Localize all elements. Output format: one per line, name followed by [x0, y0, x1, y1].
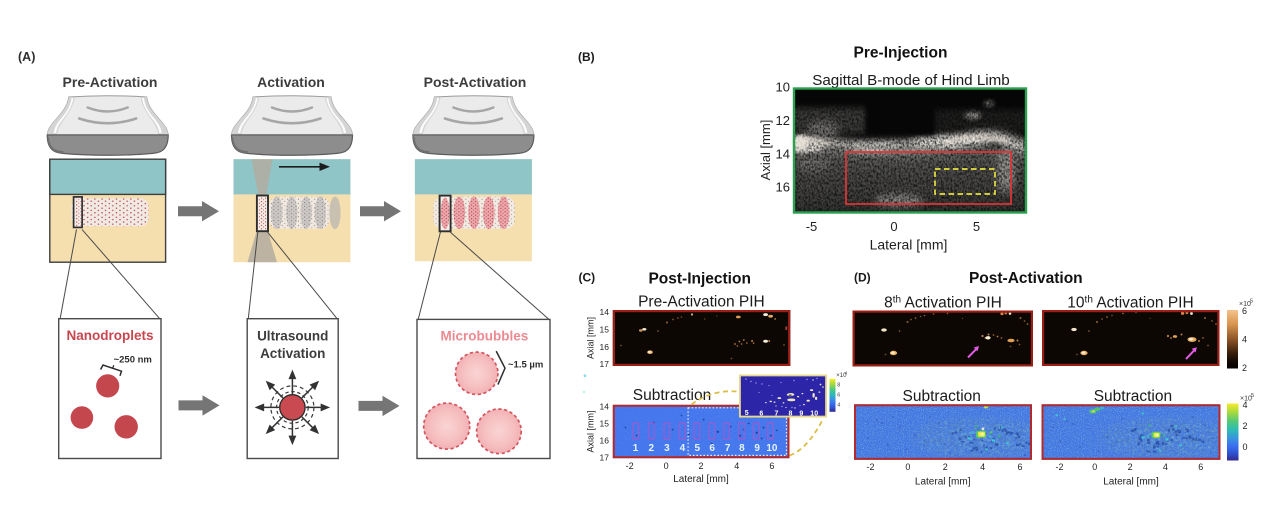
svg-text:6: 6	[1198, 462, 1203, 472]
svg-text:6: 6	[1017, 462, 1022, 472]
svg-text:Subtraction: Subtraction	[902, 388, 980, 405]
svg-text:(C): (C)	[579, 271, 596, 285]
svg-text:10: 10	[776, 80, 790, 95]
svg-text:4: 4	[980, 462, 985, 472]
svg-text:9: 9	[754, 443, 760, 454]
svg-text:4: 4	[1242, 335, 1247, 345]
svg-text:-5: -5	[806, 219, 818, 234]
svg-text:4: 4	[1163, 462, 1168, 472]
svg-text:(A): (A)	[18, 50, 35, 64]
svg-text:~1.5 µm: ~1.5 µm	[508, 359, 543, 370]
svg-text:17: 17	[600, 359, 610, 369]
svg-text:Axial [mm]: Axial [mm]	[758, 120, 773, 181]
svg-text:Lateral [mm]: Lateral [mm]	[673, 474, 729, 485]
svg-text:6: 6	[709, 443, 715, 454]
svg-text:16: 16	[600, 342, 610, 352]
svg-text:2: 2	[1242, 363, 1247, 373]
svg-text:2: 2	[1128, 462, 1133, 472]
svg-text:7: 7	[774, 410, 778, 417]
svg-text:4: 4	[845, 370, 848, 375]
svg-text:10: 10	[766, 443, 778, 454]
svg-text:-2: -2	[626, 461, 634, 471]
svg-text:Pre-Injection: Pre-Injection	[854, 45, 948, 62]
svg-text:2: 2	[698, 461, 703, 471]
svg-text:14: 14	[600, 307, 610, 317]
svg-text:1: 1	[633, 443, 639, 454]
svg-text:4: 4	[837, 403, 840, 409]
svg-text:0: 0	[890, 219, 897, 234]
svg-text:Axial [mm]: Axial [mm]	[586, 410, 596, 452]
svg-text:10: 10	[810, 410, 818, 417]
svg-text:4: 4	[1243, 400, 1248, 410]
svg-text:Post-Activation: Post-Activation	[424, 74, 527, 90]
svg-text:12: 12	[776, 113, 790, 128]
svg-text:2: 2	[943, 462, 948, 472]
svg-text:9: 9	[799, 410, 803, 417]
svg-text:Pre-Activation: Pre-Activation	[63, 74, 158, 90]
svg-text:Lateral [mm]: Lateral [mm]	[915, 477, 971, 488]
svg-text:×10: ×10	[1239, 301, 1251, 308]
svg-text:6: 6	[837, 393, 840, 399]
svg-text:6: 6	[1242, 306, 1247, 316]
svg-text:0: 0	[1243, 442, 1248, 452]
svg-text:Activation: Activation	[260, 346, 325, 361]
svg-text:Microbubbles: Microbubbles	[441, 329, 529, 344]
svg-text:8: 8	[837, 383, 840, 389]
svg-text:(B): (B)	[578, 50, 595, 64]
svg-text:-2: -2	[866, 462, 874, 472]
svg-text:×10: ×10	[836, 373, 847, 379]
svg-text:4: 4	[680, 443, 686, 454]
svg-text:15: 15	[600, 324, 610, 334]
svg-text:Subtraction: Subtraction	[1094, 388, 1172, 405]
svg-text:6: 6	[759, 410, 763, 417]
svg-text:2: 2	[1243, 421, 1248, 431]
svg-text:5: 5	[745, 410, 749, 417]
svg-text:Nanodroplets: Nanodroplets	[66, 328, 153, 343]
svg-text:Activation: Activation	[257, 74, 325, 90]
svg-text:-2: -2	[1055, 462, 1063, 472]
svg-text:Axial [mm]: Axial [mm]	[586, 317, 596, 359]
svg-text:Sagittal B-mode of Hind Limb: Sagittal B-mode of Hind Limb	[812, 72, 1010, 89]
svg-text:14: 14	[600, 401, 610, 411]
svg-text:17: 17	[600, 452, 610, 462]
svg-text:Lateral [mm]: Lateral [mm]	[1103, 477, 1159, 488]
svg-text:16: 16	[776, 180, 790, 195]
svg-text:Lateral [mm]: Lateral [mm]	[870, 237, 948, 253]
svg-text:×10: ×10	[1240, 396, 1252, 403]
svg-text:5: 5	[695, 443, 701, 454]
svg-text:4: 4	[734, 461, 739, 471]
svg-text:0: 0	[905, 462, 910, 472]
svg-text:Ultrasound: Ultrasound	[257, 329, 328, 344]
svg-text:Post-Activation: Post-Activation	[969, 270, 1083, 287]
svg-text:7: 7	[725, 443, 731, 454]
svg-text:2: 2	[649, 443, 655, 454]
svg-text:Subtraction: Subtraction	[633, 387, 711, 404]
svg-text:5: 5	[1251, 393, 1254, 399]
svg-text:8: 8	[739, 443, 745, 454]
svg-text:15: 15	[600, 418, 610, 428]
svg-text:(D): (D)	[854, 271, 871, 285]
svg-text:5: 5	[1250, 299, 1253, 305]
svg-text:0: 0	[664, 461, 669, 471]
svg-text:~250 nm: ~250 nm	[114, 355, 152, 366]
svg-text:16: 16	[600, 436, 610, 446]
svg-text:3: 3	[664, 443, 670, 454]
svg-text:8th Activation PIH: 8th Activation PIH	[884, 295, 1002, 312]
svg-text:6: 6	[769, 461, 774, 471]
svg-text:0: 0	[1092, 462, 1097, 472]
svg-text:5: 5	[973, 219, 980, 234]
svg-text:14: 14	[776, 146, 790, 161]
svg-text:Post-Injection: Post-Injection	[648, 271, 750, 288]
svg-text:8: 8	[789, 410, 793, 417]
svg-text:10th Activation PIH: 10th Activation PIH	[1067, 295, 1193, 312]
svg-text:Pre-Activation PIH: Pre-Activation PIH	[638, 294, 765, 311]
